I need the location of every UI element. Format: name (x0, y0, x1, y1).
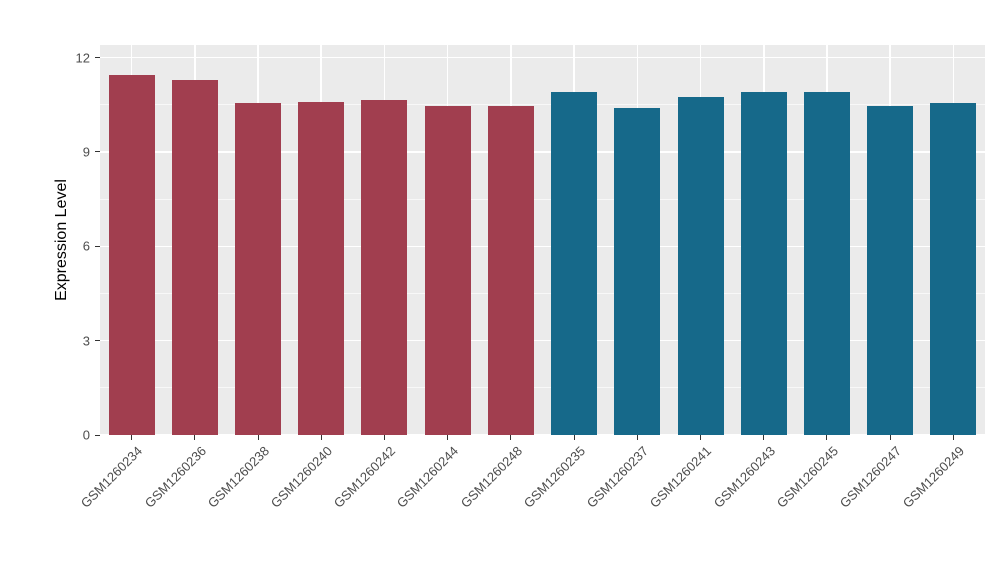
gridline-major (100, 56, 985, 59)
y-tick-mark (95, 434, 100, 436)
y-tick-mark (95, 245, 100, 247)
y-tick-label: 3 (82, 333, 90, 349)
x-tick-label: GSM1260236 (141, 443, 209, 511)
bar-GSM1260238 (235, 103, 282, 435)
x-tick-mark (131, 435, 133, 440)
bar-GSM1260235 (551, 92, 598, 435)
gridline-major (100, 339, 985, 342)
x-tick-label: GSM1260234 (78, 443, 146, 511)
x-tick-label: GSM1260245 (773, 443, 841, 511)
x-tick-label: GSM1260237 (583, 443, 652, 511)
x-tick-label: GSM1260249 (899, 443, 968, 511)
y-tick-label: 0 (82, 427, 90, 443)
x-tick-mark (763, 435, 765, 440)
bar-GSM1260247 (867, 106, 914, 435)
bar-GSM1260236 (171, 79, 218, 435)
gridline-minor (100, 292, 985, 294)
x-tick-label: GSM1260242 (331, 443, 399, 511)
bar-GSM1260240 (298, 101, 345, 435)
x-tick-label: GSM1260235 (520, 443, 589, 511)
x-tick-mark (194, 435, 196, 440)
y-tick-mark (95, 57, 100, 59)
x-tick-mark (826, 435, 828, 440)
x-tick-mark (636, 435, 638, 440)
gridline-minor (100, 104, 985, 106)
gridline-minor (100, 198, 985, 200)
y-tick-label: 9 (82, 144, 90, 160)
gridline-minor (100, 387, 985, 389)
x-tick-mark (383, 435, 385, 440)
x-tick-mark (257, 435, 259, 440)
x-tick-label: GSM1260248 (457, 443, 525, 511)
bar-GSM1260245 (803, 92, 850, 435)
x-tick-mark (700, 435, 702, 440)
gridline-major (100, 151, 985, 153)
x-tick-label: GSM1260238 (204, 443, 272, 511)
bar-GSM1260248 (487, 106, 534, 435)
x-tick-mark (447, 435, 449, 440)
y-tick-mark (95, 151, 100, 153)
x-tick-mark (573, 435, 575, 440)
bar-GSM1260234 (108, 74, 155, 435)
y-tick-label: 6 (82, 238, 90, 254)
gridline-major (100, 434, 985, 435)
y-tick-label: 12 (75, 50, 90, 66)
x-tick-mark (510, 435, 512, 440)
x-tick-label: GSM1260247 (836, 443, 905, 511)
gridline-major (100, 245, 985, 248)
x-tick-label: GSM1260243 (710, 443, 778, 511)
bar-GSM1260243 (740, 92, 787, 435)
bar-GSM1260249 (930, 103, 977, 435)
bar-GSM1260241 (677, 96, 724, 435)
x-tick-mark (320, 435, 322, 440)
x-tick-label: GSM1260240 (267, 443, 336, 511)
bar-GSM1260244 (424, 106, 471, 435)
bar-GSM1260237 (614, 107, 661, 435)
x-tick-mark (952, 435, 954, 440)
plot-panel (100, 45, 985, 435)
bar-GSM1260242 (361, 100, 408, 435)
x-tick-label: GSM1260241 (647, 443, 715, 511)
x-tick-label: GSM1260244 (394, 443, 462, 511)
y-tick-mark (95, 340, 100, 342)
x-tick-mark (889, 435, 891, 440)
